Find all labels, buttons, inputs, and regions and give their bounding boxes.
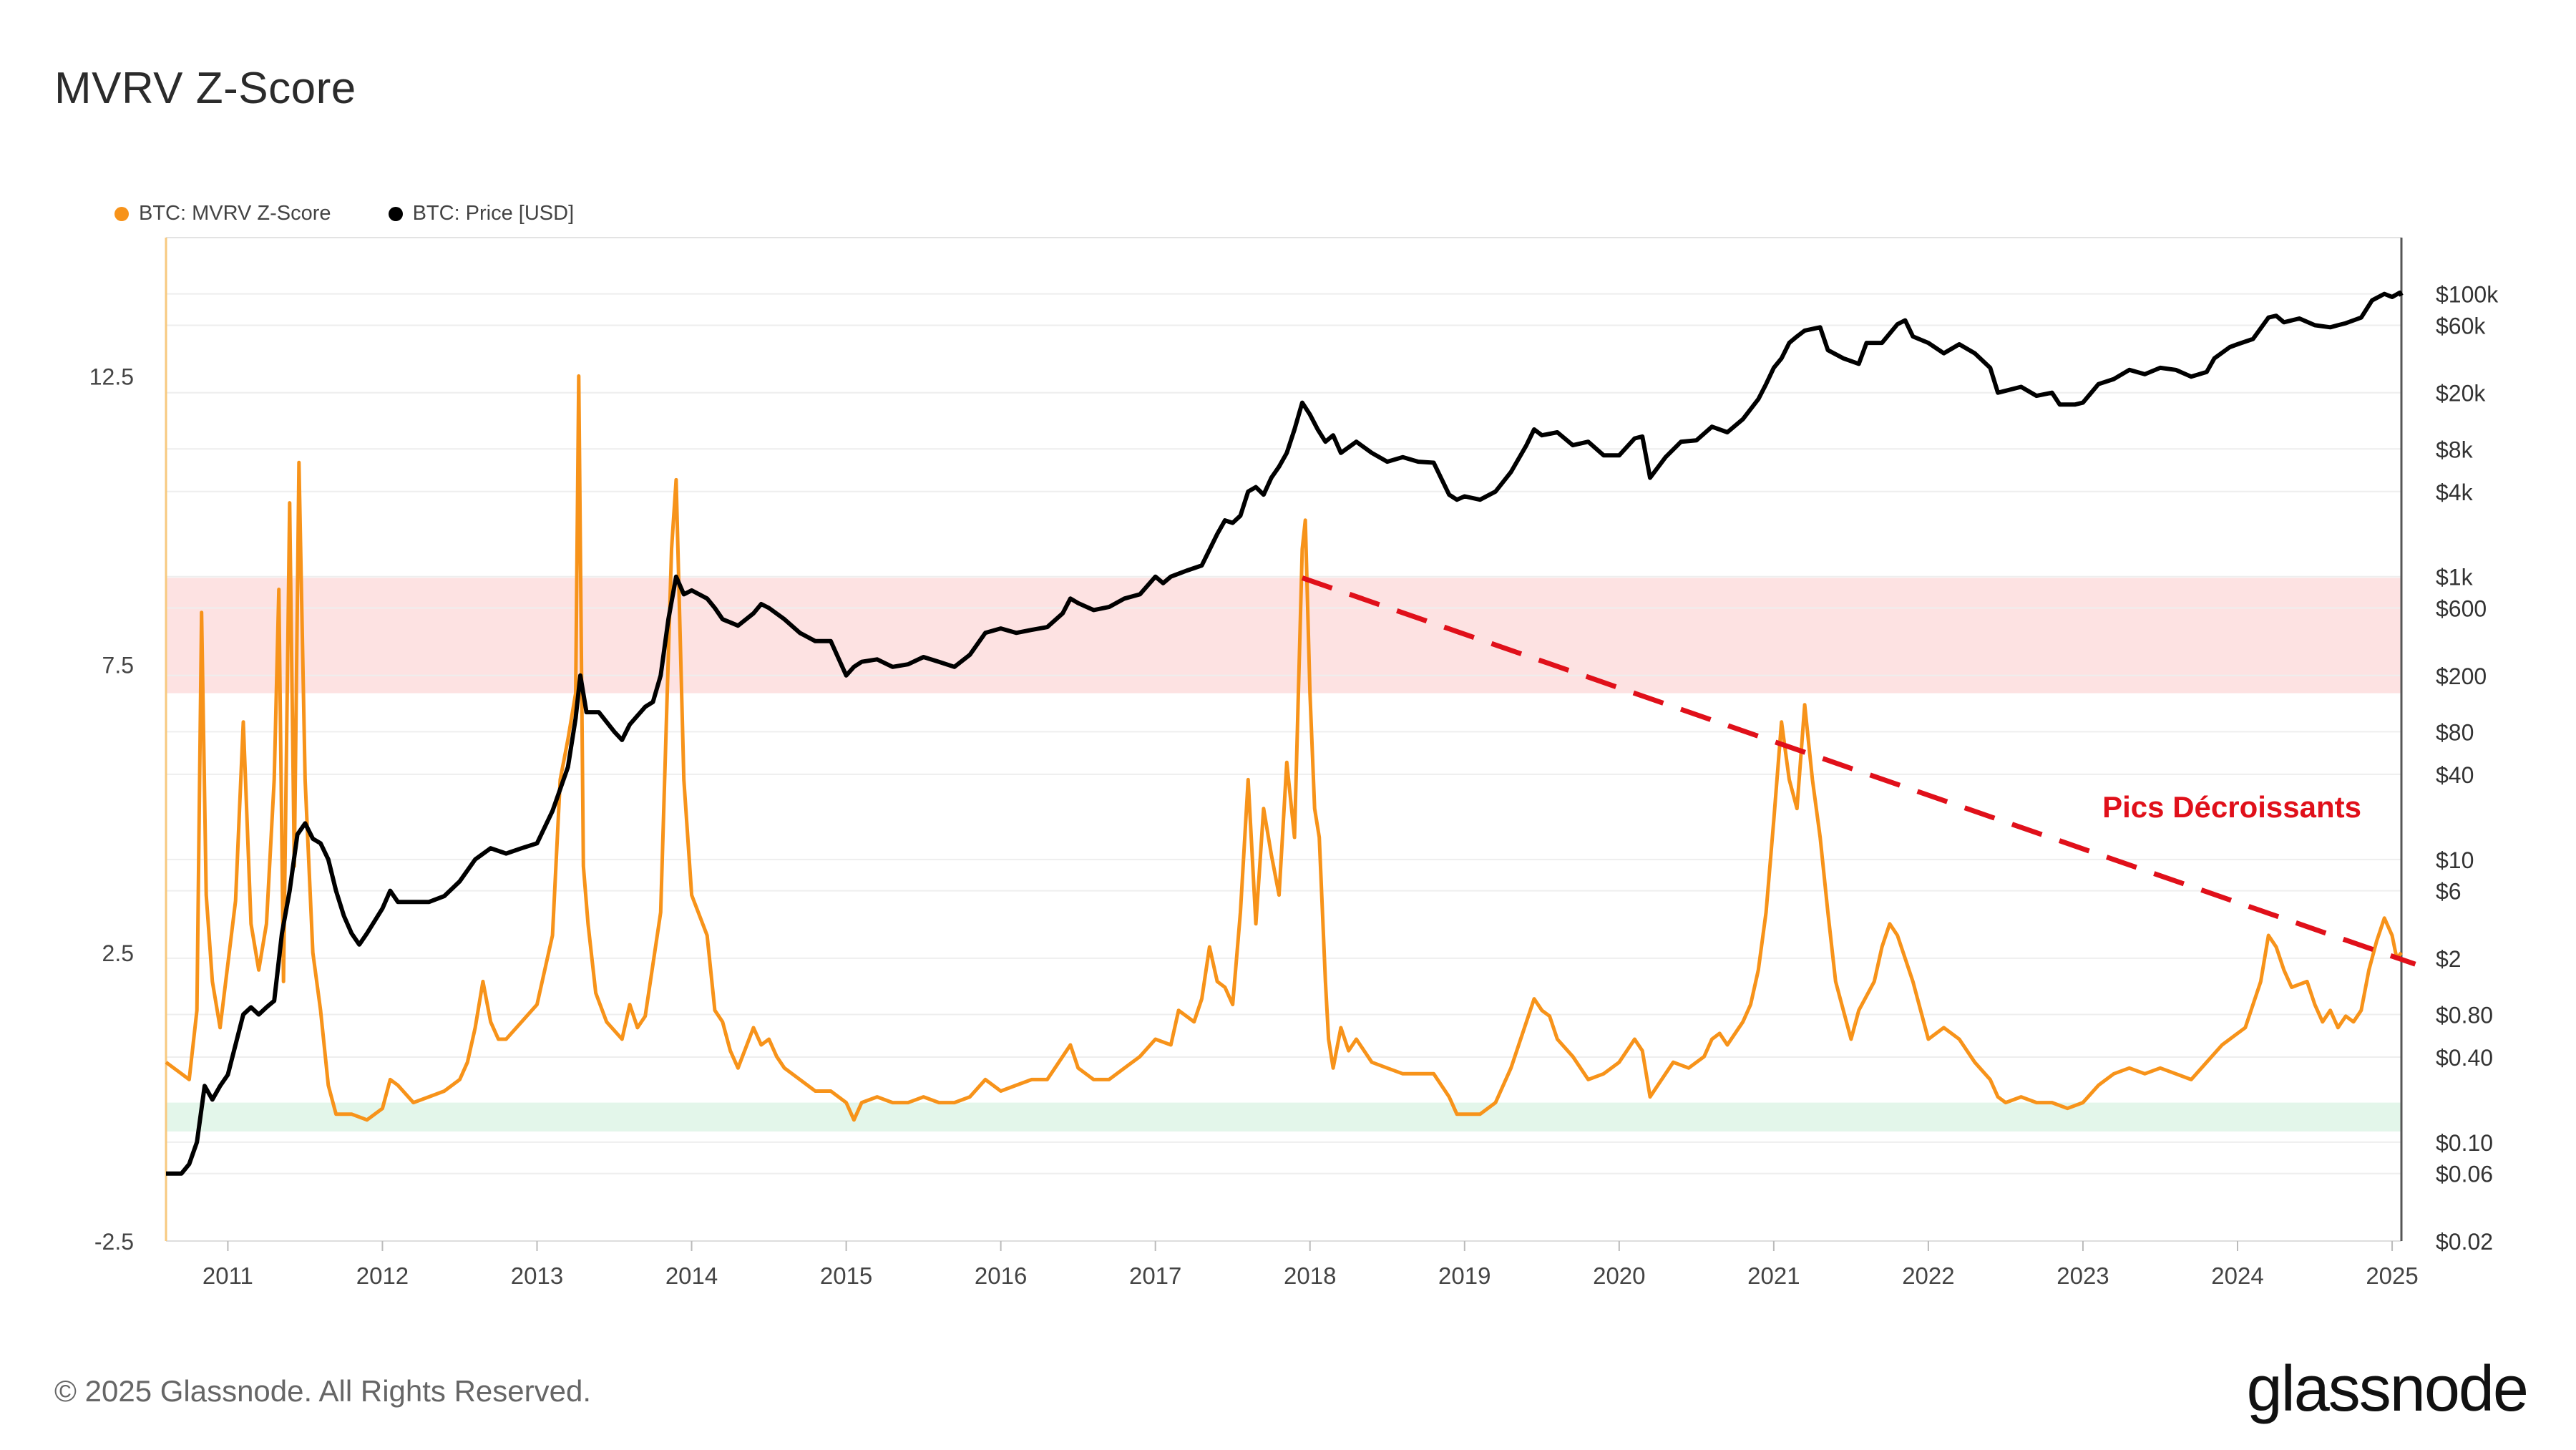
chart-title: MVRV Z-Score <box>54 64 356 113</box>
right-tick-label: $60k <box>2436 313 2486 339</box>
right-tick-label: $200 <box>2436 663 2487 689</box>
x-tick-label: 2020 <box>1593 1262 1645 1289</box>
right-tick-label: $0.06 <box>2436 1162 2493 1187</box>
x-tick-label: 2023 <box>2057 1262 2109 1289</box>
band-red-zone <box>166 578 2401 694</box>
series-line-price <box>166 290 2404 1176</box>
x-tick-label: 2017 <box>1129 1262 1181 1289</box>
chart-legend: BTC: MVRV Z-Score BTC: Price [USD] <box>114 202 574 225</box>
right-tick-label: $80 <box>2436 719 2474 745</box>
x-tick-label: 2013 <box>511 1262 563 1289</box>
legend-dot-mvrv <box>114 206 129 221</box>
x-tick-label: 2025 <box>2366 1262 2418 1289</box>
x-tick-label: 2018 <box>1284 1262 1336 1289</box>
x-tick-label: 2016 <box>975 1262 1027 1289</box>
band-green-zone <box>166 1102 2401 1132</box>
right-tick-label: $4k <box>2436 480 2474 505</box>
legend-label-mvrv: BTC: MVRV Z-Score <box>139 202 331 225</box>
right-tick-label: $0.80 <box>2436 1003 2493 1028</box>
series-line-mvrv <box>165 374 2403 1122</box>
right-tick-label: $8k <box>2436 437 2474 462</box>
right-tick-label: $600 <box>2436 596 2487 622</box>
x-tick-label: 2019 <box>1438 1262 1491 1289</box>
right-tick-label: $1k <box>2436 565 2474 590</box>
right-tick-label: $0.02 <box>2436 1229 2493 1255</box>
x-tick-label: 2021 <box>1747 1262 1800 1289</box>
x-tick-label: 2022 <box>1902 1262 1954 1289</box>
legend-item-mvrv[interactable]: BTC: MVRV Z-Score <box>114 202 331 225</box>
copyright-text: © 2025 Glassnode. All Rights Reserved. <box>54 1374 592 1408</box>
right-tick-label: $20k <box>2436 381 2486 407</box>
trendline-decreasing-peaks <box>1301 575 2416 967</box>
left-tick-label: 12.5 <box>89 364 134 389</box>
right-tick-label: $40 <box>2436 762 2474 788</box>
right-tick-label: $0.40 <box>2436 1045 2493 1071</box>
x-tick-label: 2012 <box>356 1262 409 1289</box>
legend-dot-price <box>388 206 403 221</box>
x-tick-label: 2015 <box>820 1262 872 1289</box>
right-tick-label: $100k <box>2436 282 2499 308</box>
trendline-annotation: Pics Décroissants <box>2102 790 2361 824</box>
glassnode-logo: glassnode <box>2246 1353 2529 1425</box>
x-tick-label: 2011 <box>203 1262 253 1289</box>
left-tick-label: -2.5 <box>94 1229 134 1255</box>
right-tick-label: $0.10 <box>2436 1130 2493 1156</box>
legend-label-price: BTC: Price [USD] <box>412 202 575 225</box>
left-tick-label: 7.5 <box>102 652 134 678</box>
left-tick-label: 2.5 <box>102 940 134 966</box>
x-tick-label: 2014 <box>665 1262 718 1289</box>
right-tick-label: $10 <box>2436 847 2474 873</box>
right-tick-label: $2 <box>2436 946 2462 972</box>
right-tick-label: $6 <box>2436 879 2462 905</box>
x-tick-label: 2024 <box>2211 1262 2263 1289</box>
legend-item-price[interactable]: BTC: Price [USD] <box>388 202 575 225</box>
